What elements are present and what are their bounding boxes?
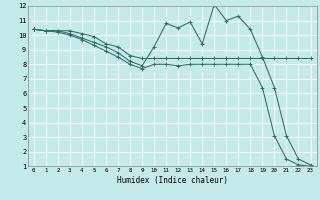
X-axis label: Humidex (Indice chaleur): Humidex (Indice chaleur) [117, 176, 228, 185]
